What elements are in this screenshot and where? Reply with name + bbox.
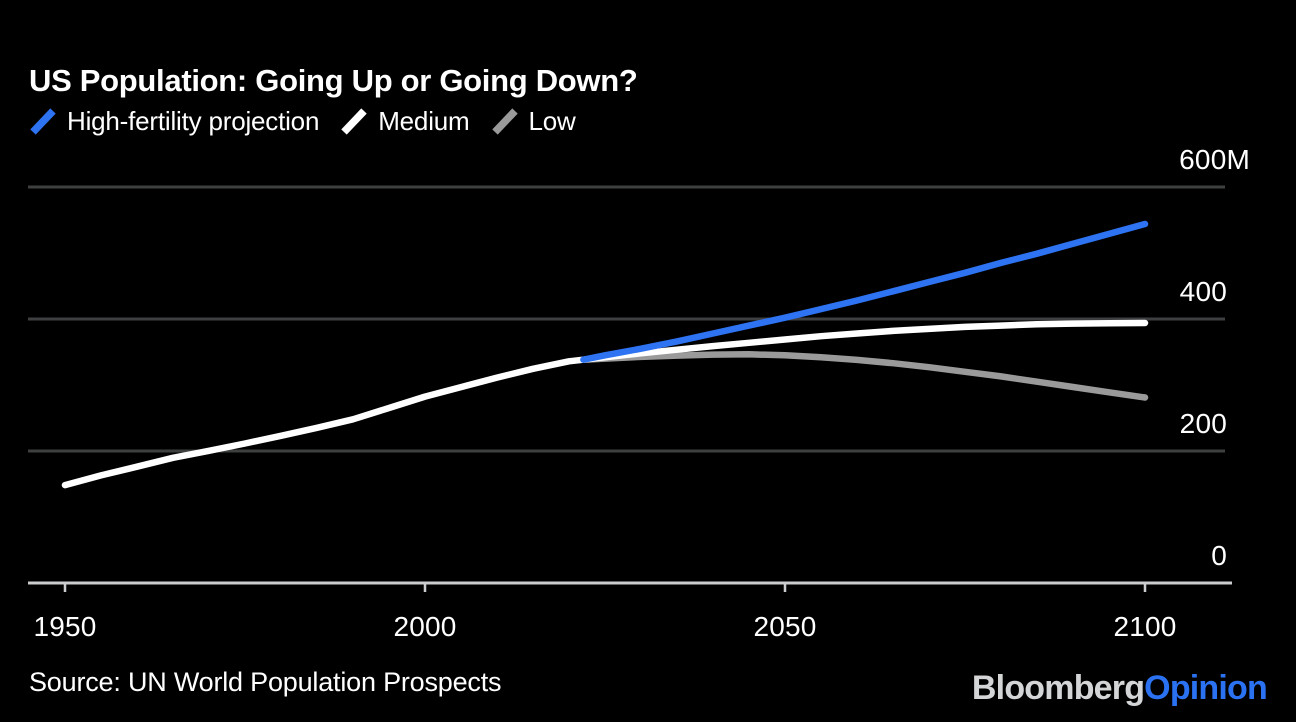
slash-icon (30, 108, 56, 135)
slash-icon (341, 108, 367, 135)
legend-item-high-fertility: High-fertility projection (29, 106, 319, 137)
opinion-wordmark: Opinion (1144, 669, 1268, 707)
legend-item-low: Low (491, 106, 576, 137)
bloomberg-opinion-logo: BloombergOpinion (971, 669, 1268, 708)
source-note: Source: UN World Population Prospects (29, 667, 502, 697)
bloomberg-wordmark: Bloomberg (971, 669, 1145, 707)
legend-label: High-fertility projection (67, 105, 320, 136)
slash-icon (491, 108, 518, 135)
legend-label: Medium (378, 105, 470, 136)
legend-item-medium: Medium (340, 105, 470, 137)
chart-title: US Population: Going Up or Going Down? (29, 62, 638, 98)
series-low (580, 351, 1149, 401)
series-medium (61, 319, 1149, 489)
series-high-fertility-projection (580, 220, 1149, 363)
legend: High-fertility projection Medium Low (29, 103, 576, 139)
legend-label: Low (528, 105, 576, 136)
